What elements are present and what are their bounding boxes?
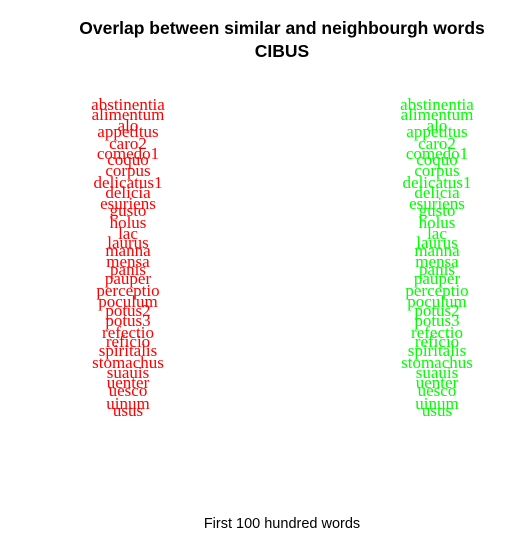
word-label-right-12: holus xyxy=(419,213,456,232)
word-label-left-14: laurus xyxy=(107,233,149,252)
word-label-right-1: alimentum xyxy=(401,105,474,124)
word-label-right-17: panis xyxy=(419,260,455,279)
word-label-right-26: stomachus xyxy=(401,353,473,372)
word-label-left-25: spiritalis xyxy=(99,341,158,360)
word-label-right-23: refectio xyxy=(411,323,463,342)
word-label-right-25: spiritalis xyxy=(408,341,467,360)
word-label-left-30: uinum xyxy=(106,394,149,413)
word-label-left-20: poculum xyxy=(98,292,158,311)
word-label-left-22: potus3 xyxy=(105,311,150,330)
word-label-right-4: caro2 xyxy=(418,134,456,153)
word-label-left-13: lac xyxy=(118,224,138,243)
word-label-left-3: appetitus xyxy=(97,122,158,141)
word-label-left-31: usus xyxy=(113,401,143,420)
word-label-left-0: abstinentia xyxy=(91,95,165,114)
word-label-right-3: appetitus xyxy=(406,122,467,141)
word-label-right-28: uenter xyxy=(416,373,459,392)
word-label-left-15: manna xyxy=(105,241,151,260)
word-label-right-18: pauper xyxy=(414,269,461,288)
word-label-left-10: esuriens xyxy=(100,194,156,213)
word-label-left-24: reficio xyxy=(106,332,150,351)
word-label-right-0: abstinentia xyxy=(400,95,474,114)
word-label-left-19: perceptio xyxy=(96,281,159,300)
word-label-right-10: esuriens xyxy=(409,194,465,213)
word-label-left-21: potus2 xyxy=(105,301,150,320)
series-left-words: abstinentiaalimentumaloappetituscaro2com… xyxy=(91,95,165,420)
chart-title: Overlap between similar and neighbourgh … xyxy=(79,18,485,38)
word-label-left-17: panis xyxy=(110,260,146,279)
word-label-right-30: uinum xyxy=(415,394,458,413)
word-label-right-6: coquo xyxy=(416,150,458,169)
word-label-right-15: manna xyxy=(414,241,460,260)
word-label-right-5: comedo1 xyxy=(406,144,468,163)
word-label-right-8: delicatus1 xyxy=(403,173,472,192)
word-label-right-27: suauis xyxy=(416,363,459,382)
word-label-left-18: pauper xyxy=(105,269,152,288)
chart-subtitle: CIBUS xyxy=(255,41,309,61)
word-label-left-26: stomachus xyxy=(92,353,164,372)
word-label-left-7: corpus xyxy=(105,161,150,180)
word-label-right-29: uesco xyxy=(418,381,457,400)
word-label-right-16: mensa xyxy=(415,252,459,271)
word-label-right-9: delicia xyxy=(414,183,460,202)
word-label-right-14: laurus xyxy=(416,233,458,252)
word-label-left-2: alo xyxy=(118,116,139,135)
word-label-left-9: delicia xyxy=(105,183,151,202)
x-axis-label: First 100 hundred words xyxy=(204,516,360,532)
word-label-right-7: corpus xyxy=(414,161,459,180)
word-label-right-20: poculum xyxy=(407,292,467,311)
word-label-right-31: usus xyxy=(422,401,452,420)
word-label-left-16: mensa xyxy=(106,252,150,271)
word-label-left-28: uenter xyxy=(107,373,150,392)
word-label-left-27: suauis xyxy=(107,363,150,382)
word-label-left-11: gusto xyxy=(110,201,147,220)
word-label-right-11: gusto xyxy=(419,201,456,220)
word-label-left-1: alimentum xyxy=(92,105,165,124)
word-label-left-29: uesco xyxy=(109,381,148,400)
word-label-left-4: caro2 xyxy=(109,134,147,153)
word-label-right-2: alo xyxy=(427,116,448,135)
word-label-left-8: delicatus1 xyxy=(94,173,163,192)
word-label-right-13: lac xyxy=(427,224,447,243)
series-right-words: abstinentiaalimentumaloappetituscaro2com… xyxy=(400,95,474,420)
word-label-right-24: reficio xyxy=(415,332,459,351)
word-label-right-19: perceptio xyxy=(405,281,468,300)
word-label-left-5: comedo1 xyxy=(97,144,159,163)
word-label-left-12: holus xyxy=(110,213,147,232)
word-label-left-23: refectio xyxy=(102,323,154,342)
word-label-left-6: coquo xyxy=(107,150,149,169)
word-label-right-21: potus2 xyxy=(414,301,459,320)
word-label-right-22: potus3 xyxy=(414,311,459,330)
